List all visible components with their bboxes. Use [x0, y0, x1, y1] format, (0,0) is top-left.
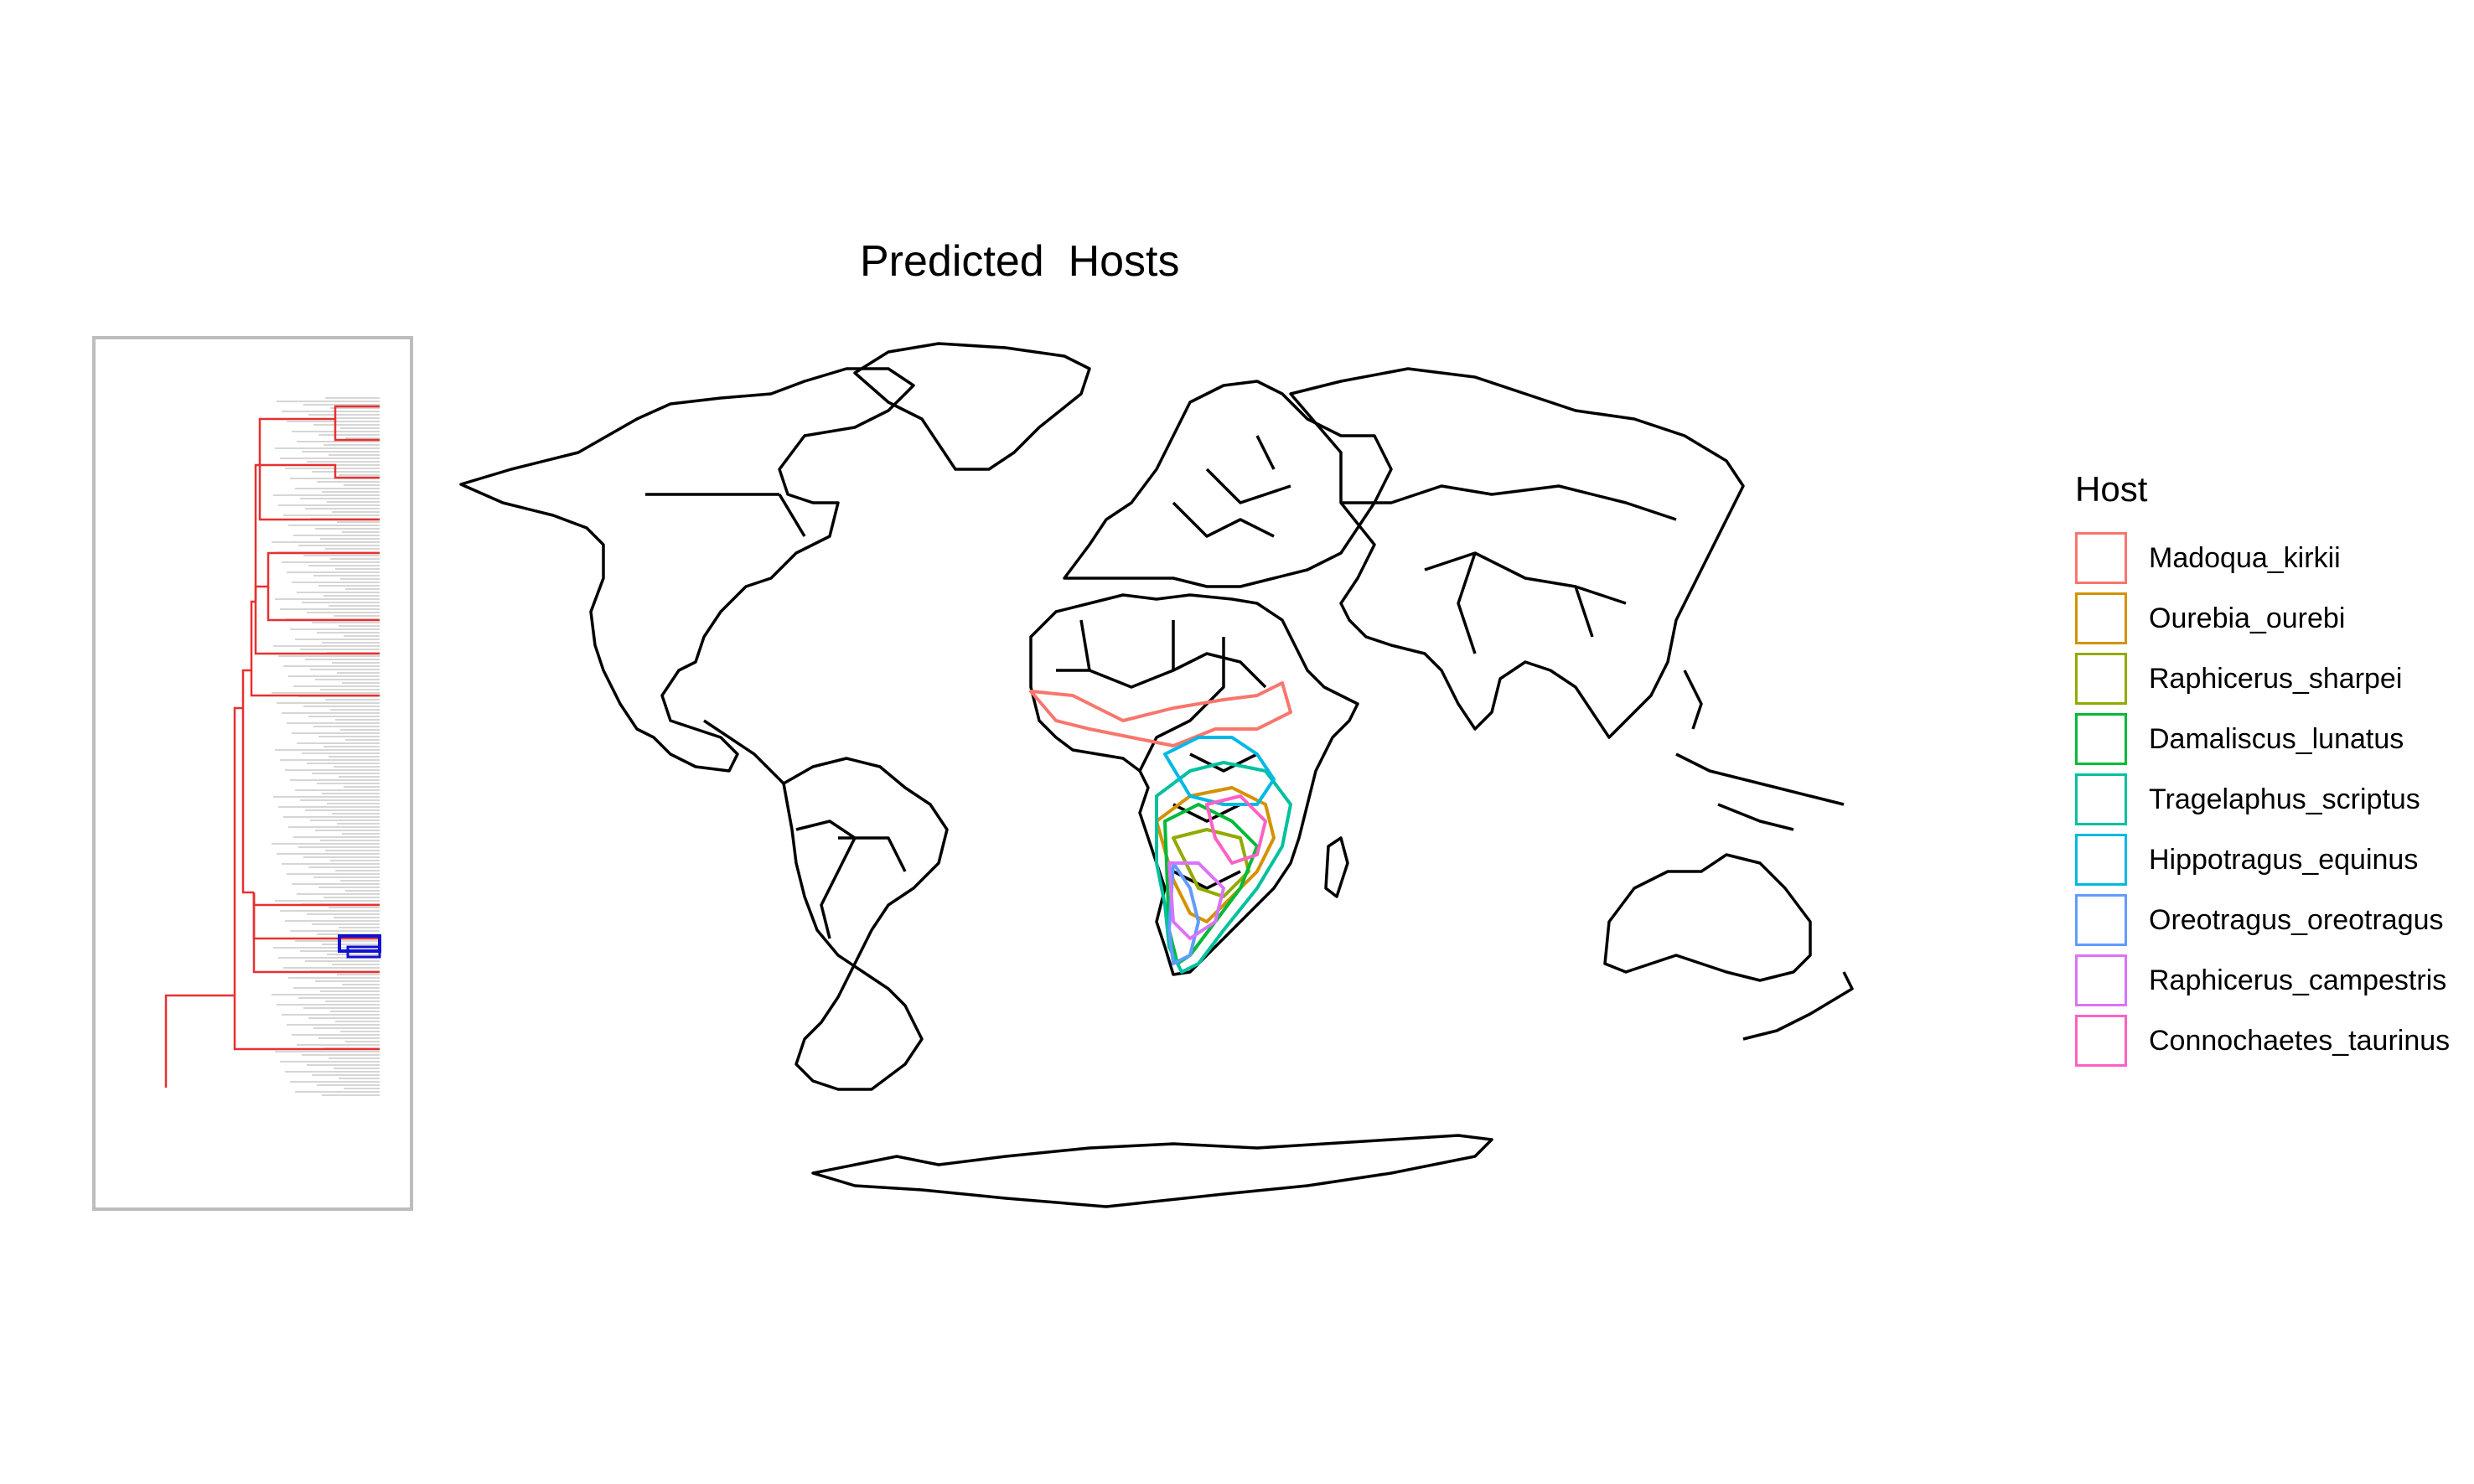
africa-outline — [1029, 593, 1359, 976]
north-america-outline — [459, 367, 915, 773]
south-america-outline — [782, 757, 949, 1091]
legend-item: Raphicerus_campestris — [2075, 950, 2450, 1011]
tree-branch — [252, 892, 380, 974]
africa-borders — [1056, 619, 1267, 890]
legend-label: Oreotragus_oreotragus — [2149, 903, 2444, 936]
madagascar-outline — [1324, 836, 1349, 898]
host-legend: Host Madoqua_kirkii Ourebia_ourebi Raphi… — [2075, 469, 2450, 1071]
country-borders — [459, 342, 1854, 1208]
host-range-outline — [1155, 761, 1292, 974]
legend-label: Raphicerus_campestris — [2149, 964, 2447, 996]
greenland-outline — [853, 342, 1091, 471]
europe-outline — [1063, 380, 1393, 588]
host-range-outline — [1167, 861, 1200, 965]
tree-branch — [250, 670, 380, 697]
legend-item: Hippotragus_equinus — [2075, 830, 2450, 890]
host-range-outline — [1155, 786, 1276, 923]
legend-item: Oreotragus_oreotragus — [2075, 890, 2450, 950]
map-title: Predicted Hosts — [860, 237, 1180, 286]
tree-branch — [254, 602, 380, 655]
new-zealand-outline — [1742, 971, 1854, 1041]
tree-branch — [267, 587, 380, 622]
legend-label: Hippotragus_equinus — [2149, 843, 2419, 876]
host-range-outline — [1029, 681, 1292, 747]
square-outline-icon — [2075, 954, 2127, 1006]
host-range-outline — [1167, 861, 1225, 940]
canada-border — [645, 493, 806, 537]
legend-item: Madoqua_kirkii — [2075, 528, 2450, 588]
legend-label: Connochaetes_taurinus — [2149, 1024, 2451, 1057]
square-outline-icon — [2075, 532, 2127, 584]
square-outline-icon — [2075, 834, 2127, 886]
host-range-outline — [1205, 794, 1267, 865]
highlighted-clade-box — [346, 945, 381, 959]
asia-outline — [1289, 367, 1745, 739]
square-outline-icon — [2075, 773, 2127, 825]
phylogeny-branches — [164, 405, 380, 1088]
square-outline-icon — [2075, 894, 2127, 946]
legend-item: Connochaetes_taurinus — [2075, 1011, 2450, 1071]
square-outline-icon — [2075, 592, 2127, 644]
legend-items: Madoqua_kirkii Ourebia_ourebi Raphicerus… — [2075, 528, 2450, 1071]
tree-branch — [260, 463, 380, 479]
square-outline-icon — [2075, 1015, 2127, 1067]
south-america-interior — [795, 820, 907, 939]
square-outline-icon — [2075, 713, 2127, 765]
tree-branch — [258, 465, 380, 521]
legend-item: Damaliscus_lunatus — [2075, 709, 2450, 769]
phylogeny-inset-frame — [92, 336, 413, 1211]
tree-branch — [241, 708, 254, 894]
highlighted-clade-box — [338, 934, 381, 953]
tree-branch — [334, 419, 380, 442]
host-range-outline — [1163, 803, 1259, 965]
legend-item: Raphicerus_sharpei — [2075, 649, 2450, 709]
legend-label: Damaliscus_lunatus — [2149, 722, 2404, 755]
asia-borders — [1341, 484, 1677, 654]
legend-item: Ourebia_ourebi — [2075, 588, 2450, 649]
tree-branch — [233, 995, 380, 1051]
tree-branch — [252, 892, 380, 907]
tree-branch — [164, 994, 235, 1088]
legend-title: Host — [2075, 469, 2148, 509]
host-range-outlines — [1029, 681, 1292, 974]
phylogeny-highlighted-clade — [338, 934, 381, 959]
australia-outline — [1603, 853, 1812, 982]
legend-label: Tragelaphus_scriptus — [2149, 783, 2420, 815]
legend-label: Raphicerus_sharpei — [2149, 662, 2403, 695]
southeast-asia-islands — [1675, 670, 1845, 831]
legend-item: Tragelaphus_scriptus — [2075, 769, 2450, 830]
host-range-outline — [1163, 736, 1276, 806]
phylogeny-tip-shading — [272, 397, 380, 1096]
legend-label: Ourebia_ourebi — [2149, 602, 2346, 634]
tree-branch — [233, 706, 243, 995]
tree-branch — [254, 405, 380, 602]
antarctica-outline — [811, 1134, 1493, 1208]
legend-label: Madoqua_kirkii — [2149, 541, 2341, 574]
europe-borders — [1172, 435, 1291, 538]
square-outline-icon — [2075, 653, 2127, 705]
central-america-outline — [703, 719, 785, 785]
